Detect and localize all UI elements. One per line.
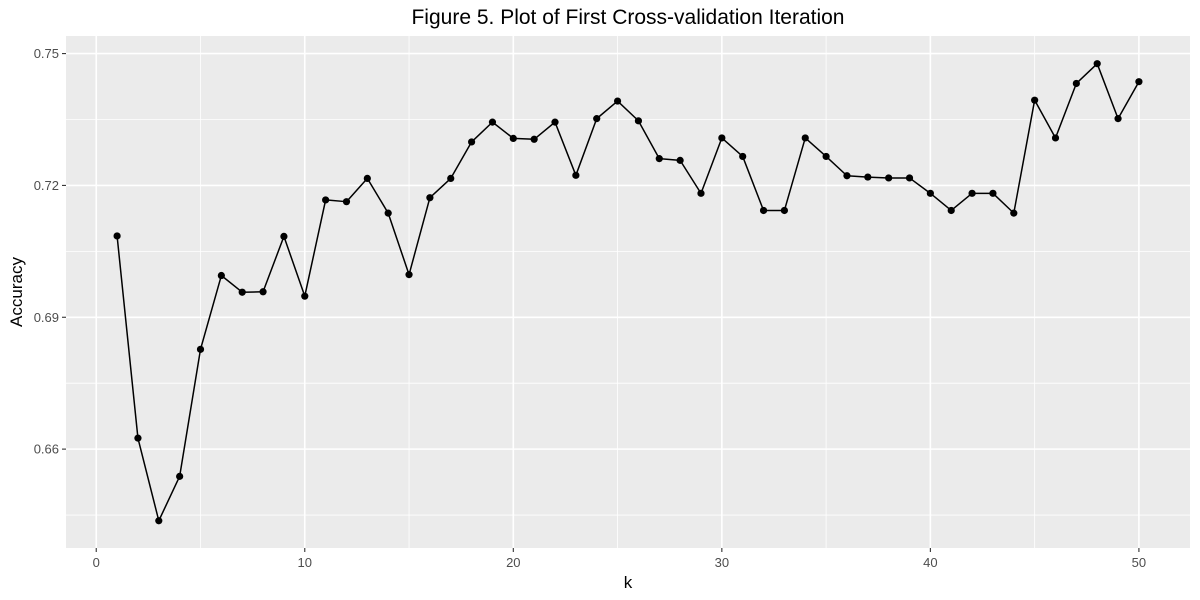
data-point (342, 198, 351, 206)
data-point (384, 209, 392, 217)
data-point (155, 517, 163, 525)
major-gridlines (66, 36, 1190, 548)
data-point (885, 174, 893, 182)
data-point (947, 206, 955, 215)
chart-title: Figure 5. Plot of First Cross-validation… (411, 6, 844, 29)
y-axis-label: Accuracy (7, 257, 26, 327)
minor-gridlines (66, 36, 1190, 548)
data-point (134, 434, 142, 442)
x-tick-label: 30 (715, 555, 729, 570)
data-point (467, 138, 476, 146)
y-tick-label: 0.69 (34, 310, 59, 325)
data-point (718, 134, 726, 142)
data-point (843, 172, 851, 180)
x-axis-ticks: 0 10 20 30 40 50 (93, 548, 1146, 570)
data-point (676, 156, 684, 164)
data-point (1031, 96, 1039, 104)
data-point (551, 118, 559, 126)
data-point (926, 189, 934, 197)
data-point (530, 135, 538, 143)
x-tick-label: 20 (506, 555, 520, 570)
y-tick-label: 0.66 (34, 442, 59, 457)
x-tick-label: 50 (1132, 555, 1146, 570)
y-tick-label: 0.75 (34, 46, 59, 61)
data-point (822, 152, 830, 161)
data-point (405, 271, 413, 279)
data-point (176, 472, 184, 480)
data-point (572, 171, 580, 179)
data-point (113, 232, 121, 240)
data-point (301, 292, 309, 300)
y-tick-label: 0.72 (34, 178, 59, 193)
data-point (759, 206, 768, 215)
data-point (426, 194, 434, 202)
data-point (1093, 60, 1101, 68)
data-point (613, 97, 622, 105)
data-point (1114, 115, 1122, 123)
data-point (780, 206, 789, 215)
y-axis-ticks: 0.66 0.69 0.72 0.75 (34, 46, 66, 457)
data-point (655, 155, 663, 163)
data-point (259, 288, 267, 296)
data-point (801, 134, 809, 142)
data-point (217, 271, 225, 280)
data-point (989, 189, 997, 197)
data-point (905, 174, 914, 182)
x-axis-label: k (624, 573, 633, 592)
data-point (488, 118, 497, 126)
data-point (322, 196, 330, 204)
data-point (363, 174, 371, 182)
data-point (593, 115, 601, 123)
data-point (196, 345, 205, 353)
x-tick-label: 10 (298, 555, 312, 570)
x-tick-label: 40 (923, 555, 937, 570)
data-point (864, 173, 872, 181)
x-tick-label: 0 (93, 555, 100, 570)
data-point (968, 189, 976, 197)
data-point (1051, 134, 1060, 142)
data-point (1135, 78, 1143, 86)
data-point (1010, 209, 1018, 217)
data-point (1072, 79, 1080, 88)
data-point (280, 232, 288, 241)
data-point (697, 189, 705, 197)
data-point (634, 117, 643, 125)
data-point (739, 152, 747, 161)
data-point (509, 134, 517, 142)
data-point (447, 174, 455, 182)
series-line (116, 62, 1140, 522)
data-point (238, 288, 246, 296)
plot-panel (66, 36, 1190, 548)
series-accuracy (113, 60, 1143, 525)
